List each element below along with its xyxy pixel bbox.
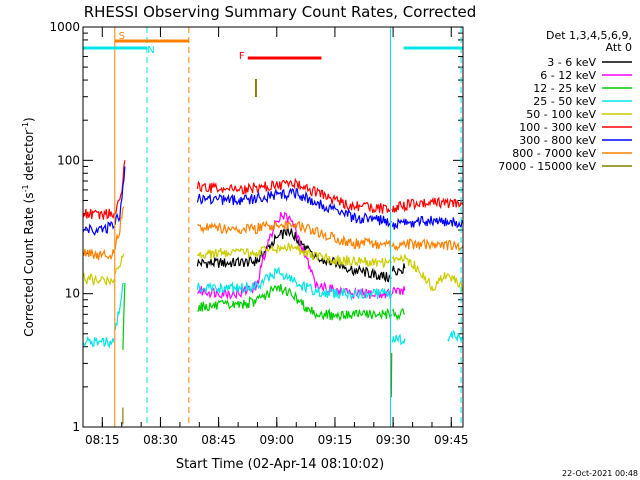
- series-line: [82, 272, 115, 287]
- x-tick-label: 08:30: [143, 433, 178, 447]
- legend-label: 25 - 50 keV: [533, 95, 596, 108]
- flag-label: F: [239, 51, 245, 62]
- series-7: [82, 206, 464, 261]
- legend-label: 800 - 7000 keV: [512, 147, 596, 160]
- legend-header-detectors: Det 1,3,4,5,6,9,: [546, 29, 632, 42]
- legend-label: 12 - 25 keV: [533, 82, 596, 95]
- series-line: [391, 263, 406, 276]
- chart-title: RHESSI Observing Summary Count Rates, Co…: [84, 3, 477, 21]
- series-line: [391, 253, 464, 293]
- x-tick-label: 09:00: [259, 433, 294, 447]
- series-line: [114, 282, 125, 330]
- series-line: [197, 220, 392, 250]
- series-line: [82, 208, 115, 220]
- series-line: [197, 284, 392, 322]
- series-line: [82, 220, 115, 237]
- series-line: [196, 187, 392, 228]
- series-line: [391, 238, 464, 252]
- series-line: [196, 242, 392, 268]
- series-line: [114, 206, 125, 250]
- series-line: [196, 266, 392, 302]
- x-tick-label: 08:45: [201, 433, 236, 447]
- y-tick-label: 1000: [49, 20, 80, 34]
- series-line: [391, 286, 406, 295]
- series-1: [196, 211, 406, 300]
- y-tick-label: 10: [65, 287, 80, 301]
- y-tick-label: 100: [57, 153, 80, 167]
- series-line: [114, 253, 125, 275]
- y-axis-label: Corrected Count Rate (s-1 detector-1): [21, 117, 36, 336]
- series-line: [196, 211, 392, 300]
- series-line: [114, 160, 126, 215]
- legend-label: 6 - 12 keV: [540, 69, 596, 82]
- legend-header-attenuator: Att 0: [606, 41, 632, 54]
- flag-label: N: [147, 45, 154, 56]
- series-line: [391, 308, 406, 322]
- legend-label: 100 - 300 keV: [519, 121, 596, 134]
- timestamp: 22-Oct-2021 00:48: [562, 469, 638, 478]
- series-3: [82, 266, 464, 349]
- x-tick-label: 09:15: [318, 433, 353, 447]
- series-2: [122, 283, 406, 351]
- series-line: [82, 248, 115, 261]
- x-tick-label: 09:45: [434, 433, 469, 447]
- plot-frame: [82, 26, 464, 428]
- y-tick-label: 1: [72, 420, 80, 434]
- x-axis-label: Start Time (02-Apr-14 08:10:02): [176, 457, 384, 472]
- series-line: [391, 215, 464, 230]
- series-line: [196, 177, 392, 214]
- series-4: [82, 242, 464, 293]
- tick-layer: 1 10 100 1000 08:15 08:30 08:45 09:00 09:15 09:30…: [49, 20, 468, 447]
- series-6: [82, 166, 464, 237]
- legend-label: 7000 - 15000 keV: [498, 160, 596, 173]
- legend-label: 300 - 800 keV: [519, 134, 596, 147]
- series-0: [196, 225, 406, 283]
- x-tick-label: 09:30: [376, 433, 411, 447]
- flag-layer: S N F: [83, 27, 463, 427]
- x-tick-label: 08:15: [85, 433, 120, 447]
- series-line: [114, 166, 126, 225]
- series-line: [122, 283, 126, 351]
- series-line: [447, 329, 464, 344]
- series-layer: [82, 160, 464, 425]
- series-5: [82, 160, 463, 220]
- series-line: [82, 335, 115, 349]
- series-line: [196, 225, 392, 283]
- flag-label: S: [119, 31, 125, 42]
- series-line: [391, 333, 406, 346]
- legend-label: 3 - 6 keV: [547, 56, 596, 69]
- legend-label: 50 - 100 keV: [526, 108, 596, 121]
- series-8: [122, 352, 393, 425]
- series-line: [391, 196, 463, 213]
